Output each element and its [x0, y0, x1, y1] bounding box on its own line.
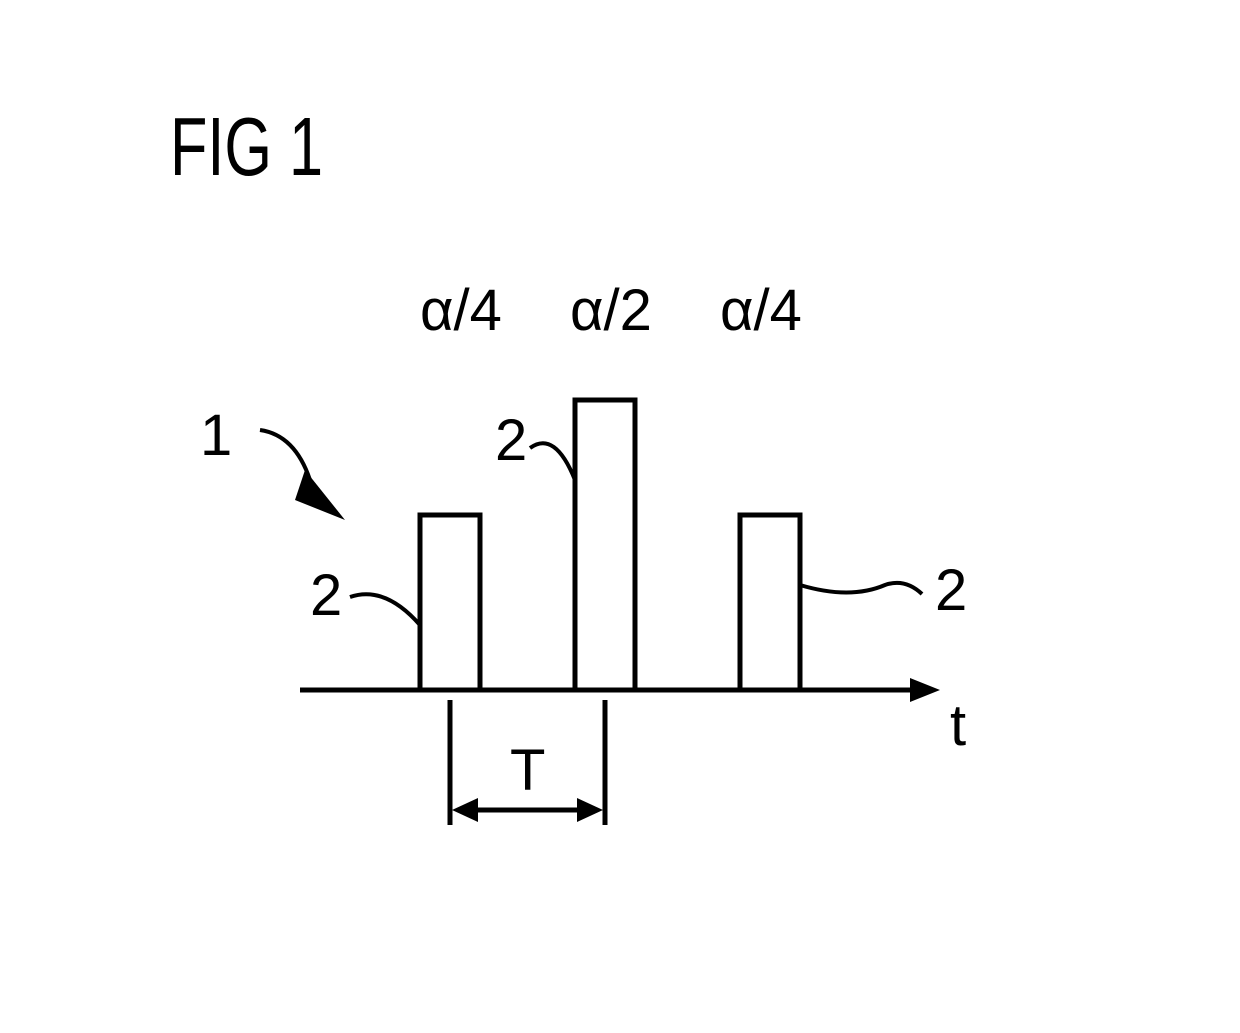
- figure-svg: FIG 1 t α/4 α/2 α/4 1 2 2 2 T: [0, 0, 1240, 1033]
- x-axis-arrowhead: [910, 678, 940, 702]
- period-arrow-right: [577, 798, 603, 822]
- period-label: T: [510, 738, 545, 803]
- ref-2c-curve: [800, 583, 922, 594]
- ref-2-curve: [530, 443, 575, 480]
- bar-1: [420, 515, 480, 690]
- figure-container: FIG 1 t α/4 α/2 α/4 1 2 2 2 T: [0, 0, 1240, 1033]
- ref-2b-label: 2: [310, 563, 342, 628]
- figure-title: FIG 1: [170, 101, 323, 193]
- ref-1-arrowhead: [295, 470, 345, 520]
- bar-3: [740, 515, 800, 690]
- bar-3-label: α/4: [720, 278, 802, 343]
- bar-1-label: α/4: [420, 278, 502, 343]
- bar-2: [575, 400, 635, 690]
- x-axis-label: t: [950, 693, 966, 758]
- period-arrow-left: [452, 798, 478, 822]
- bar-2-label: α/2: [570, 278, 652, 343]
- ref-1-label: 1: [200, 403, 232, 468]
- ref-1-curve: [260, 430, 310, 480]
- ref-2c-label: 2: [935, 558, 967, 623]
- ref-2b-curve: [350, 594, 420, 625]
- ref-2-label: 2: [495, 408, 527, 473]
